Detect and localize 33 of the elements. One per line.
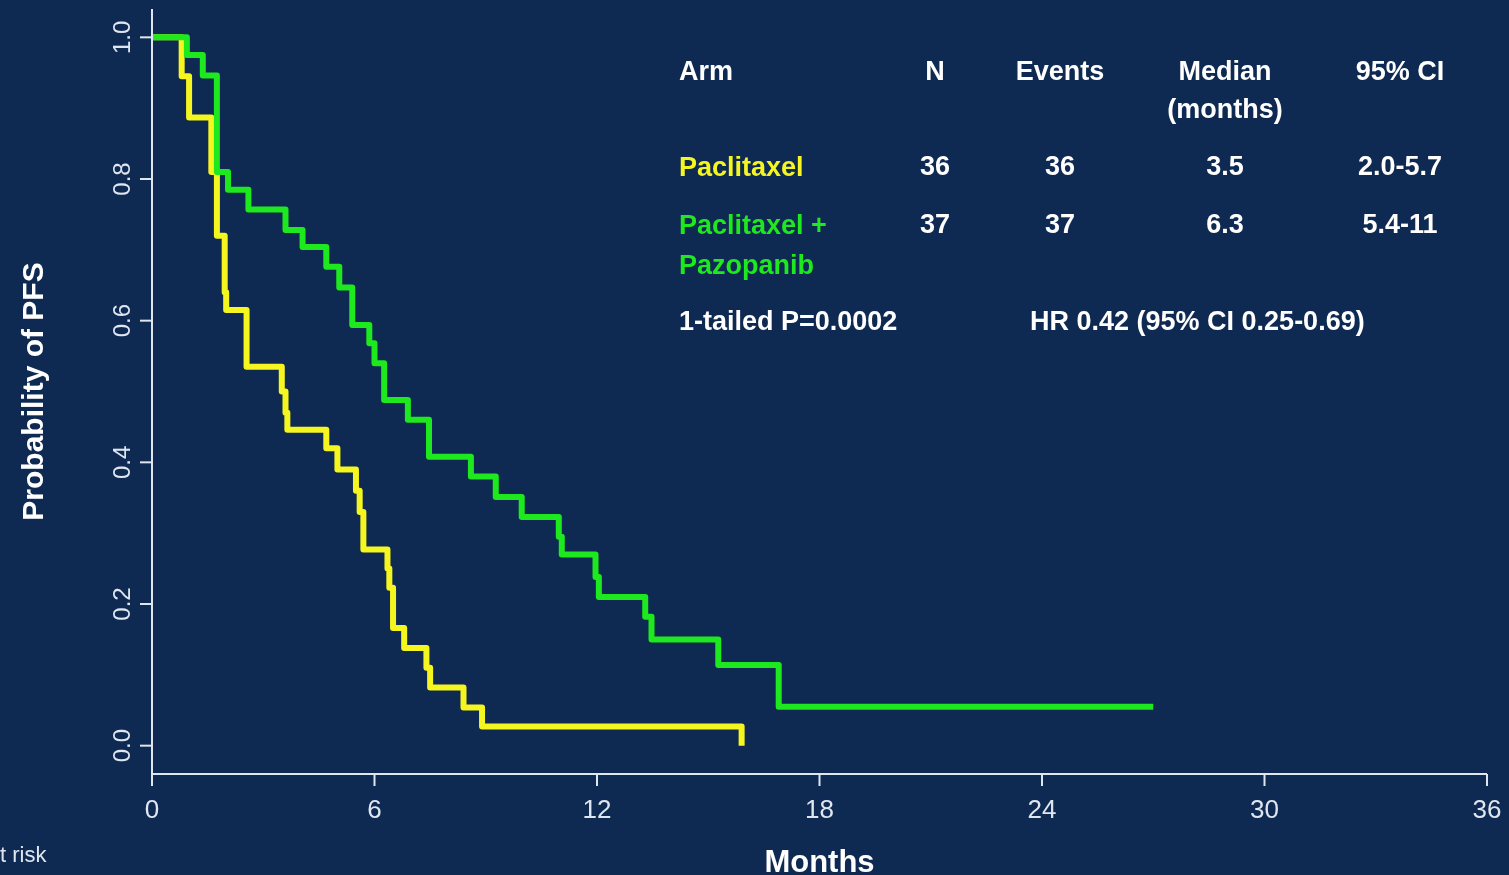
y-axis-title: Probability of PFS: [15, 262, 49, 521]
annotation: 36: [1043, 150, 1076, 183]
x-tick-label: 18: [805, 794, 834, 824]
annotation: Median (months): [1166, 55, 1284, 126]
x-tick-label: 30: [1250, 794, 1279, 824]
annotation: 1-tailed P=0.0002: [679, 305, 899, 338]
annotation: 5.4-11: [1361, 208, 1439, 241]
annotation: 6.3: [1205, 208, 1245, 241]
x-tick-label: 6: [367, 794, 382, 824]
annotation: 2.0-5.7: [1356, 150, 1444, 183]
annotation: 37: [918, 208, 951, 241]
y-tick-label: 0.2: [108, 587, 135, 621]
x-tick-label: 12: [582, 794, 612, 824]
y-tick-label: 0.0: [108, 728, 135, 763]
y-tick-label: 0.4: [108, 445, 135, 480]
x-tick-label: 24: [1027, 794, 1057, 824]
annotation: 3.5: [1205, 150, 1245, 183]
annotation: 95% CI: [1354, 55, 1446, 88]
x-tick-label: 0: [144, 794, 160, 824]
y-tick-label: 0.8: [108, 162, 135, 196]
text: t risk: [0, 842, 47, 868]
annotation: HR 0.42 (95% CI 0.25-0.69): [1030, 305, 1366, 338]
annotation: 36: [918, 150, 951, 183]
text: Paclitaxel + Pazopanib: [679, 209, 828, 282]
x-axis-title: Months: [764, 844, 875, 875]
y-tick-label: 0.6: [108, 303, 135, 338]
y-tick-label: 1.0: [108, 20, 135, 55]
annotation: N: [924, 55, 946, 88]
annotation: 37: [1043, 208, 1076, 241]
annotation: Events: [1014, 55, 1106, 88]
x-tick-label: 36: [1472, 794, 1502, 824]
annotation: Arm: [679, 55, 734, 88]
text: Paclitaxel: [679, 151, 805, 184]
